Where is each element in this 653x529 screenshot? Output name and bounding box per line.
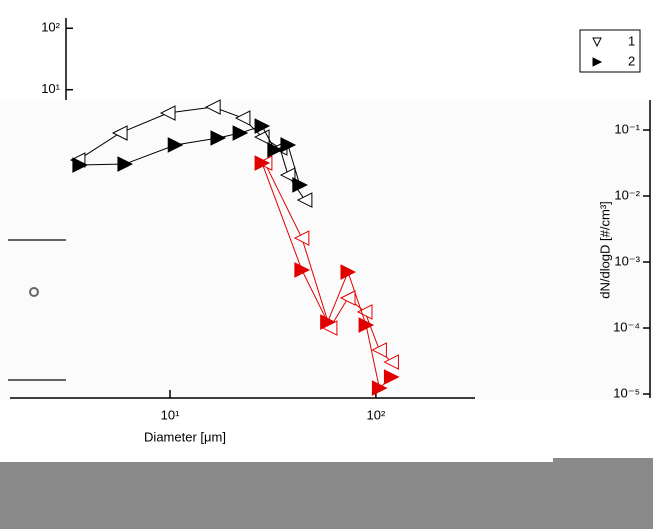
footer-band [0,462,653,529]
marker [205,99,221,115]
plot-panel [0,100,653,400]
marker [111,125,128,141]
inset-tick-label: 10¹ [41,81,60,96]
marker [292,177,308,193]
footer-notch [553,458,653,464]
y-tick-label: 10⁻³ [614,253,640,268]
marker [294,262,310,278]
marker [383,369,400,385]
y-axis-label: dN/dlogD [#/cm³] [597,201,612,299]
marker [371,342,387,358]
marker [232,125,249,141]
marker [339,290,356,306]
marker [279,167,296,183]
y-tick-label: 10⁻¹ [614,121,640,136]
marker [358,317,375,333]
marker [117,156,134,172]
x-axis-label: Diameter [μm] [144,429,226,444]
marker [320,314,336,330]
marker [356,304,373,320]
legend-label: 1 [628,33,635,48]
legend-label: 2 [628,53,635,68]
marker [371,380,388,396]
legend-marker [592,57,603,67]
x-tick-label: 10² [366,407,385,422]
inset-tick-label: 10² [41,20,60,35]
y-tick-label: 10⁻⁴ [613,319,640,334]
marker [280,137,297,153]
x-tick-label: 10¹ [161,407,180,422]
marker [159,105,176,121]
marker [234,110,251,126]
marker [254,118,271,134]
marker [267,142,283,158]
marker [72,157,89,173]
marker [340,264,357,280]
legend-marker [592,37,602,48]
marker [383,354,399,370]
marker [167,137,184,153]
y-tick-label: 10⁻⁵ [613,385,640,400]
marker [293,230,310,246]
marker [210,130,227,146]
legend-box [579,29,641,73]
marker [254,155,271,171]
artifact-icon [29,287,39,297]
marker [296,192,313,208]
y-tick-label: 10⁻² [614,187,640,202]
